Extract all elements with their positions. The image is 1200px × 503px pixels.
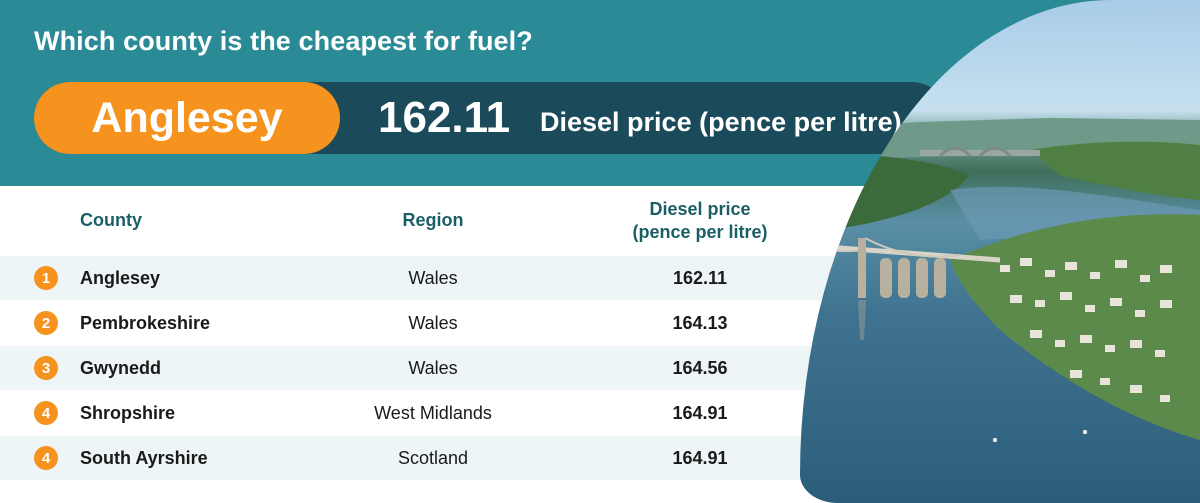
rank-badge: 1: [34, 266, 58, 290]
rank-badge: 4: [34, 446, 58, 470]
rank-badge: 2: [34, 311, 58, 335]
column-header-region: Region: [402, 210, 464, 230]
table-row: 3 Gwynedd Wales 164.56: [0, 346, 960, 390]
column-header-price-line1: Diesel price: [649, 199, 751, 219]
price-cell: 164.13: [672, 313, 728, 333]
county-cell: Gwynedd: [80, 358, 162, 378]
page-title: Which county is the cheapest for fuel?: [34, 26, 533, 56]
table-row: 2 Pembrokeshire Wales 164.13: [0, 301, 960, 345]
price-cell: 162.11: [672, 268, 728, 288]
region-cell: Scotland: [397, 448, 469, 468]
price-cell: 164.91: [672, 403, 728, 423]
table-row: 1 Anglesey Wales 162.11: [0, 256, 960, 300]
rank-badge: 3: [34, 356, 58, 380]
column-header-price-line2: (pence per litre): [632, 222, 768, 242]
county-cell: Anglesey: [80, 268, 161, 288]
featured-price: 162.11: [378, 93, 511, 142]
aerial-photo: [800, 0, 1200, 503]
table-row: 4 Shropshire West Midlands 164.91: [0, 391, 960, 435]
aerial-photo-illustration: [800, 118, 1200, 442]
price-cell: 164.91: [672, 448, 728, 468]
county-cell: Pembrokeshire: [80, 313, 211, 333]
region-cell: West Midlands: [374, 403, 492, 423]
region-cell: Wales: [408, 268, 458, 288]
county-cell: South Ayrshire: [80, 448, 208, 468]
region-cell: Wales: [408, 313, 458, 333]
county-cell: Shropshire: [80, 403, 176, 423]
featured-county-badge: Anglesey: [34, 82, 340, 154]
price-cell: 164.56: [672, 358, 728, 378]
region-cell: Wales: [408, 358, 458, 378]
column-header-county: County: [80, 210, 142, 230]
rank-badge: 4: [34, 401, 58, 425]
